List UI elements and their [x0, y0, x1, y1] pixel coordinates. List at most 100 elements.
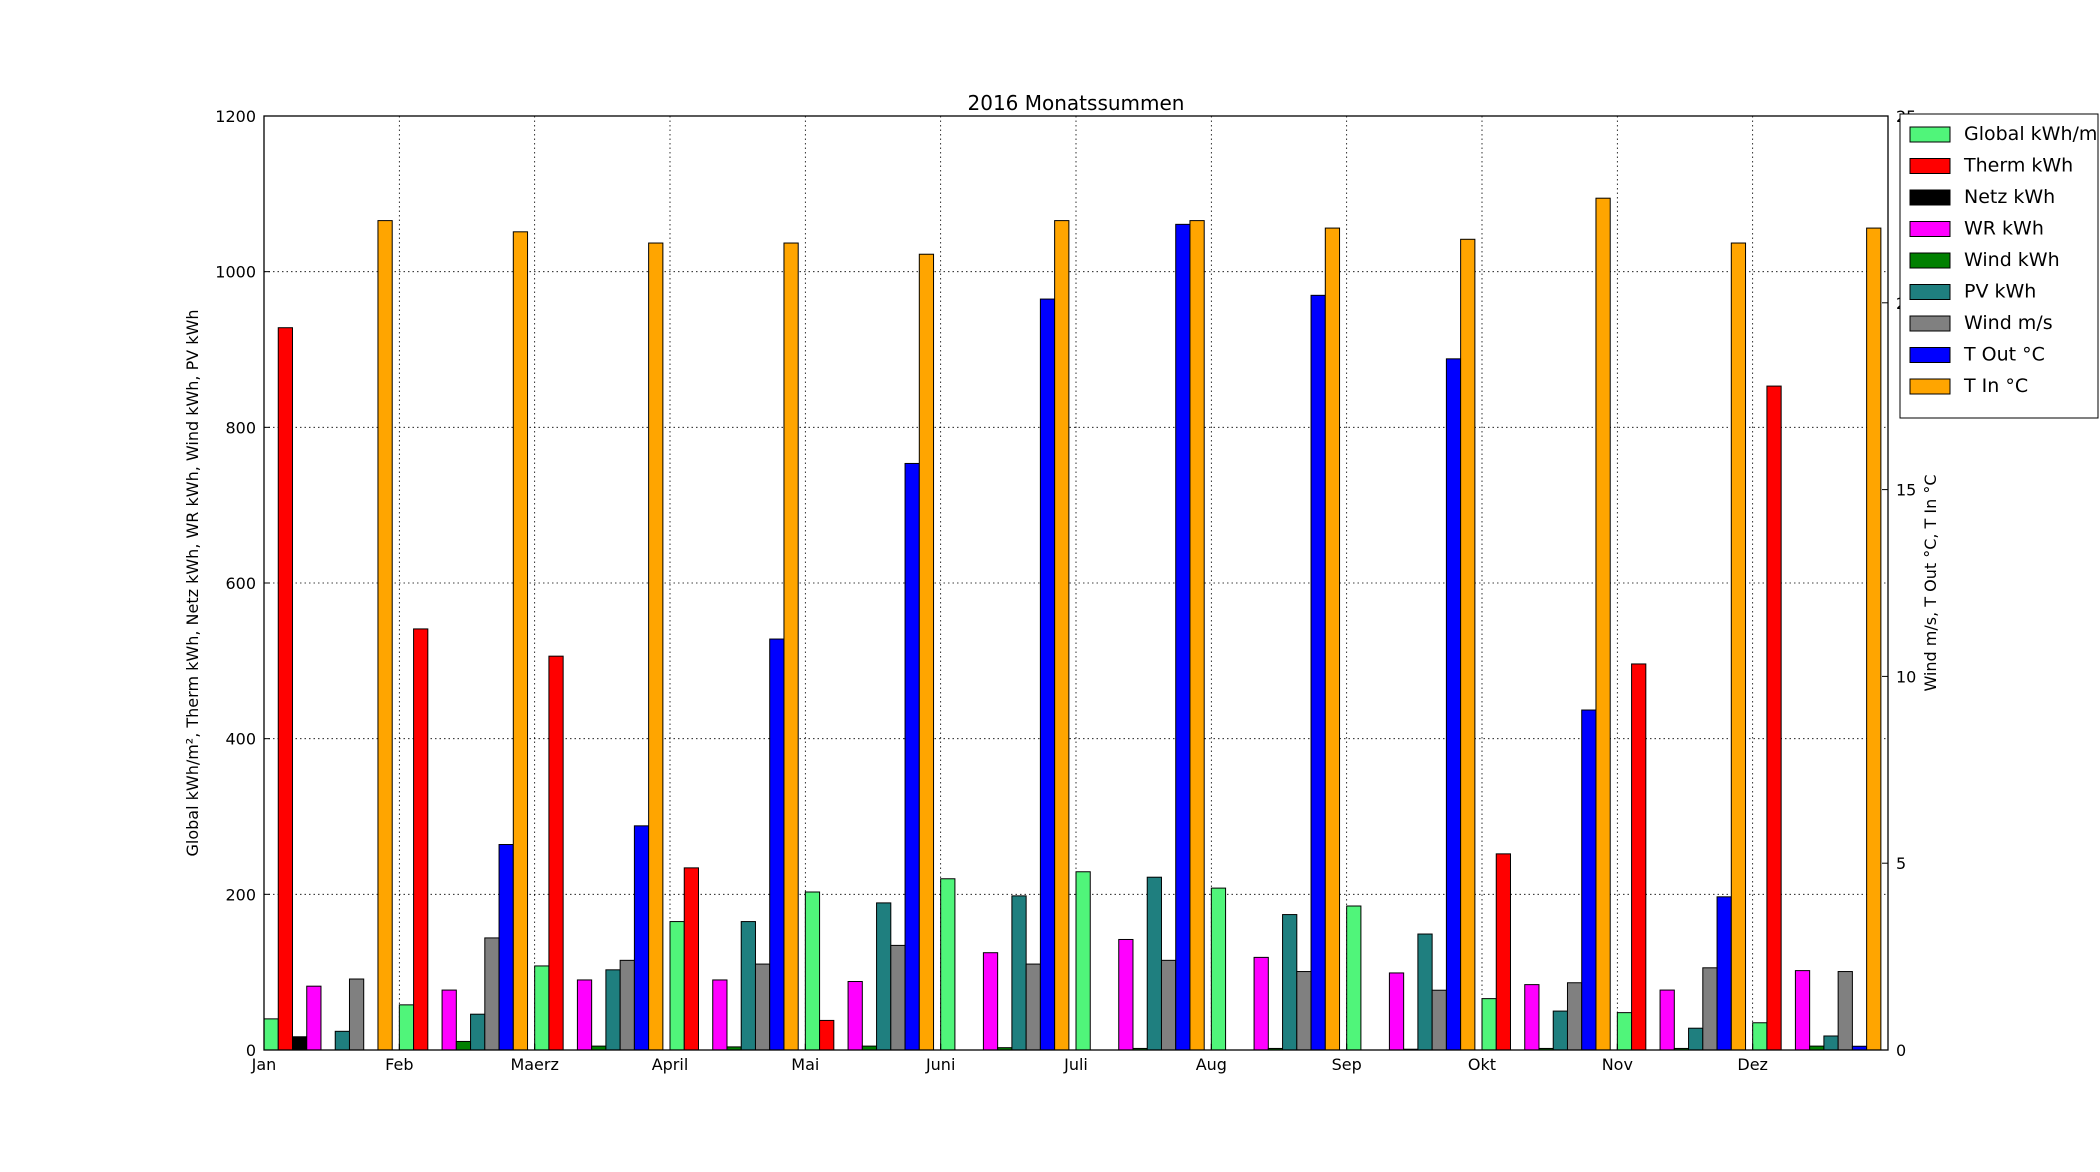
bar-layer [263, 197, 1882, 1051]
bar [348, 978, 365, 1051]
chart-title: 2016 Monatssummen [968, 91, 1185, 115]
bar [441, 989, 457, 1051]
bar [1118, 938, 1134, 1051]
bar [1524, 984, 1540, 1051]
bar [1823, 1035, 1839, 1051]
y-tick-label-left: 1200 [215, 107, 256, 126]
bar [904, 462, 920, 1051]
legend-label: Therm kWh [1963, 155, 2073, 177]
legend-swatch [1909, 252, 1951, 269]
bar [377, 220, 393, 1051]
bar [1324, 227, 1341, 1051]
legend-label: T Out °C [1963, 344, 2045, 366]
y-tick-label-left: 0 [246, 1041, 256, 1060]
legend-swatch [1909, 126, 1951, 143]
bar [1716, 896, 1732, 1051]
x-tick-label: Dez [1737, 1055, 1768, 1074]
bar [1631, 663, 1647, 1051]
bar [534, 965, 550, 1051]
x-tick-label: Okt [1468, 1055, 1496, 1074]
bar [1688, 1027, 1704, 1051]
bar [512, 231, 529, 1051]
bar [683, 867, 699, 1051]
legend: Global kWh/m Therm kWh Netz kWh WR kWh Wind … [1899, 113, 2099, 419]
y-axis-label-left: Global kWh/m², Therm kWh, Netz kWh, WR k… [183, 309, 202, 856]
x-tick-label: Aug [1196, 1055, 1227, 1074]
legend-swatch [1909, 189, 1951, 206]
bar [783, 242, 799, 1051]
bar [548, 655, 564, 1051]
legend-swatch [1909, 315, 1951, 332]
bar [470, 1013, 486, 1051]
bar [1210, 887, 1227, 1051]
bar [740, 921, 756, 1051]
legend-swatch [1909, 378, 1951, 395]
bar [1460, 238, 1476, 1051]
bar [940, 878, 956, 1051]
x-tick-label: Juni [925, 1055, 955, 1074]
bar [754, 963, 771, 1051]
bar [1702, 967, 1718, 1051]
x-tick-label: Sep [1332, 1055, 1362, 1074]
legend-swatch [1909, 284, 1951, 300]
bar [804, 891, 821, 1051]
bar [1552, 1010, 1568, 1051]
x-tick-label: Jan [251, 1055, 277, 1074]
bar [819, 1019, 835, 1051]
y-tick-label-right: 15 [1896, 481, 1916, 500]
x-tick-label: Nov [1602, 1055, 1633, 1074]
bar [1296, 971, 1312, 1051]
legend-label: Wind kWh [1964, 249, 2060, 271]
bar [1011, 895, 1027, 1051]
bar [277, 327, 293, 1051]
y-tick-label-left: 1000 [215, 263, 256, 282]
bar [605, 969, 621, 1051]
bar [334, 1030, 350, 1051]
bar [1595, 197, 1611, 1051]
x-tick-label: April [652, 1055, 689, 1074]
bar [576, 979, 593, 1051]
legend-label: Wind m/s [1964, 312, 2053, 334]
y-tick-label-left: 800 [225, 418, 256, 437]
bar [1566, 982, 1583, 1051]
bar [712, 979, 728, 1051]
legend-swatch [1909, 347, 1951, 363]
legend-label: Global kWh/m [1964, 123, 2097, 145]
bar [1039, 298, 1056, 1051]
y-tick-label-right: 10 [1896, 667, 1916, 686]
legend-label: T In °C [1963, 375, 2028, 397]
bar [1616, 1012, 1633, 1051]
bar [918, 253, 935, 1051]
legend-label: WR kWh [1964, 218, 2044, 240]
x-tick-label: Mai [791, 1055, 819, 1074]
bar [291, 1036, 308, 1051]
bar [306, 985, 322, 1051]
bar [982, 952, 999, 1051]
bar [619, 959, 635, 1051]
bar [669, 921, 685, 1051]
bar [847, 981, 863, 1051]
y-tick-label-left: 600 [225, 574, 256, 593]
bar [890, 944, 906, 1051]
grid-layer [264, 116, 1888, 1050]
bar [1431, 989, 1447, 1051]
bar [1025, 963, 1041, 1051]
x-tick-label: Feb [385, 1055, 413, 1074]
bar [263, 1018, 279, 1051]
bar [1752, 1022, 1768, 1051]
bar [1866, 227, 1882, 1051]
bar [1445, 358, 1462, 1051]
y-tick-label-right: 5 [1896, 854, 1906, 873]
bar [1659, 989, 1675, 1051]
x-tick-label: Juli [1063, 1055, 1088, 1074]
bar [1794, 970, 1811, 1051]
legend-swatch [1909, 221, 1951, 237]
bar [1346, 905, 1362, 1051]
bar [1495, 853, 1511, 1051]
legend-swatch [1909, 158, 1951, 174]
y-tick-label-left: 200 [225, 885, 256, 904]
bar [1837, 971, 1853, 1051]
bar [1581, 709, 1597, 1051]
bar [1075, 871, 1091, 1051]
